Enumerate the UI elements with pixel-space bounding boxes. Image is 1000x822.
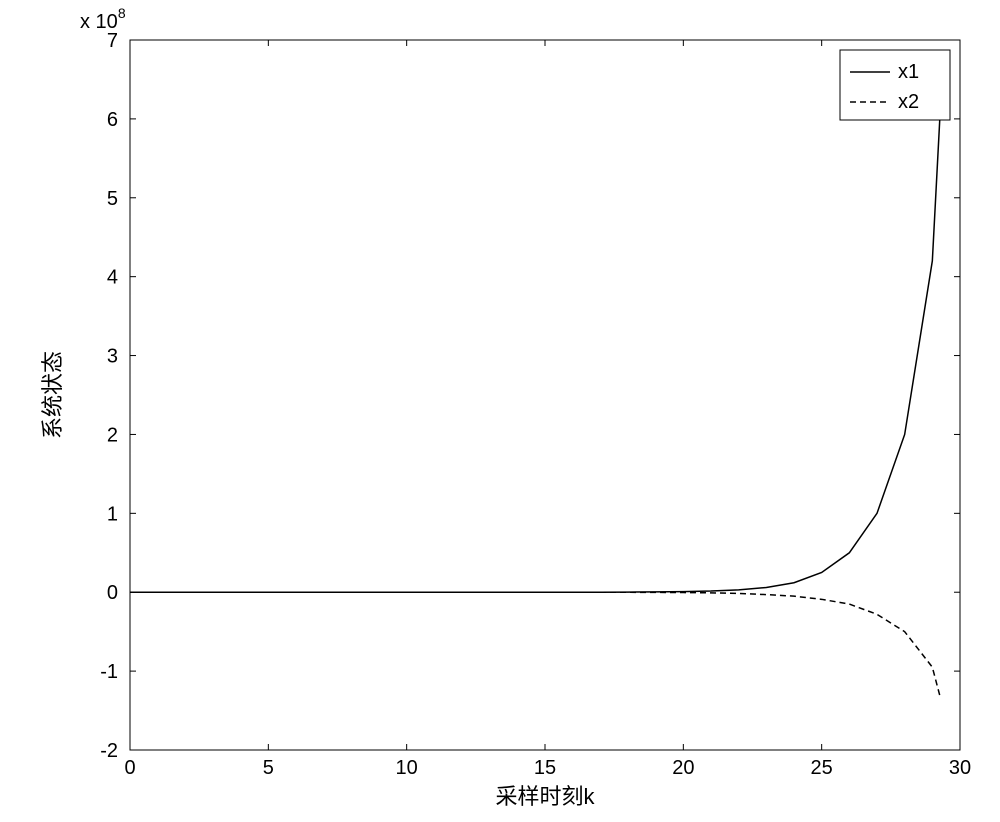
legend-box — [840, 50, 950, 120]
y-tick-label: 4 — [107, 267, 118, 289]
y-tick-label: 1 — [107, 503, 118, 525]
y-tick-label: 3 — [107, 346, 118, 368]
x-tick-label: 30 — [949, 757, 971, 779]
y-tick-label: 5 — [107, 188, 118, 210]
x-tick-label: 10 — [396, 757, 418, 779]
y-axis-exponent: x 108 — [80, 5, 126, 33]
chart-container: 0 5 10 15 20 25 30 -2 -1 0 1 2 3 4 5 6 7x 108 采样时刻k 系统状态 x1… — [0, 0, 1000, 822]
x-axis-title: 采样时刻k — [495, 784, 595, 809]
y-tick-label: -2 — [100, 740, 118, 762]
x-tick-label: 15 — [534, 757, 556, 779]
x-tick-label: 25 — [811, 757, 833, 779]
plot-box — [130, 40, 960, 750]
y-tick-label: 2 — [107, 424, 118, 446]
y-axis-title: 系统状态 — [40, 351, 65, 439]
y-tick-label: 0 — [107, 582, 118, 604]
y-tick-label: 7 — [107, 30, 118, 52]
chart-svg: 0 5 10 15 20 25 30 -2 -1 0 1 2 3 4 5 6 7x 108 采样时刻k 系统状态 x1… — [0, 0, 1000, 822]
legend-label-x2: x2 — [898, 91, 919, 113]
y-tick-label: 6 — [107, 109, 118, 131]
x-tick-label: 5 — [263, 757, 274, 779]
x-tick-label: 0 — [124, 757, 135, 779]
x-tick-label: 20 — [672, 757, 694, 779]
series-x1 — [130, 103, 941, 592]
legend-label-x1: x1 — [898, 61, 919, 83]
series-x2 — [130, 592, 941, 699]
y-tick-label: -1 — [100, 661, 118, 683]
